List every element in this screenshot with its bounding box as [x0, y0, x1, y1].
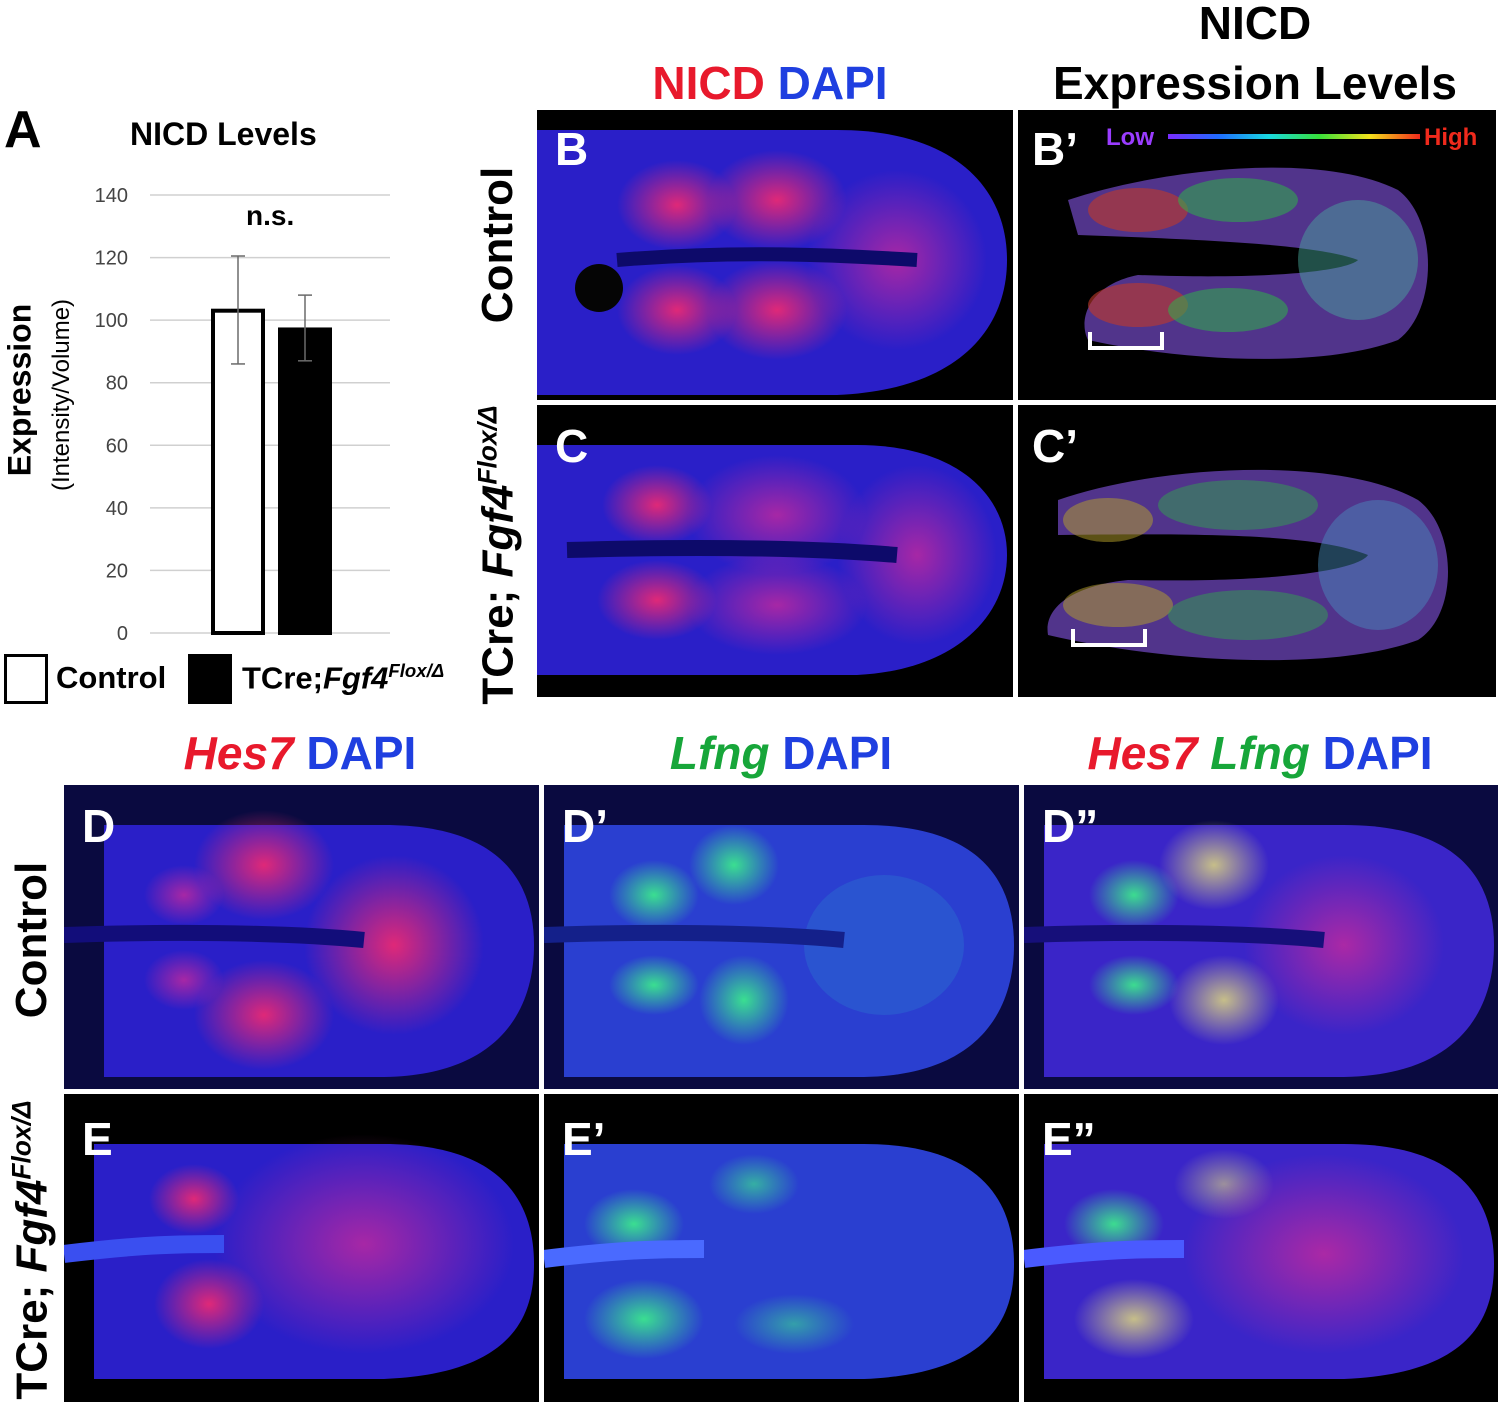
- colorbar-gradient: [1168, 134, 1420, 139]
- panel-c-prime-letter: C’: [1032, 420, 1078, 472]
- panel-d-prime-letter: D’: [562, 800, 608, 852]
- micrograph-b-prime: B’ Low High: [1018, 110, 1496, 400]
- y-tick-label: 60: [106, 435, 128, 457]
- header-hes7-dapi: Hes7 DAPI: [183, 727, 417, 779]
- y-axis-label-main: Expression: [1, 303, 38, 477]
- legend-control-label: Control: [56, 660, 167, 695]
- row-label-control-top: Control: [473, 166, 522, 324]
- micrograph-b: B: [537, 110, 1013, 400]
- legend-mutant-swatch: [188, 654, 232, 704]
- y-tick-label: 20: [106, 560, 128, 582]
- panel-e-letter: E: [82, 1113, 113, 1165]
- panel-b-letter: B: [555, 123, 589, 175]
- micrograph-d: D: [64, 785, 539, 1089]
- panel-c-letter: C: [555, 420, 589, 472]
- panel-e-prime-letter: E’: [562, 1113, 606, 1165]
- panel-d-double-prime-letter: D”: [1042, 800, 1099, 852]
- colorbar-high-label: High: [1424, 124, 1478, 151]
- chart-title: NICD Levels: [130, 116, 317, 152]
- micrograph-c-prime: C’: [1018, 405, 1496, 697]
- colorbar-low-label: Low: [1106, 124, 1154, 151]
- header-merge: Hes7 Lfng DAPI: [1087, 727, 1433, 779]
- bar-chart: 0 20 40 60 80 100 120 140: [95, 185, 390, 645]
- bar-mutant: [278, 327, 332, 635]
- y-tick-label: 40: [106, 498, 128, 520]
- micrograph-d-double-prime: D”: [1024, 785, 1498, 1089]
- y-tick-label: 0: [117, 623, 128, 645]
- legend-control-swatch: [4, 654, 48, 704]
- header-nicd-dapi: NICD DAPI: [652, 57, 888, 109]
- panel-b-prime-letter: B’: [1032, 123, 1078, 175]
- micrograph-c: C: [537, 405, 1013, 697]
- micrograph-e: E: [64, 1094, 539, 1402]
- micrograph-e-double-prime: E”: [1024, 1094, 1498, 1402]
- y-tick-label: 140: [95, 185, 128, 207]
- y-tick-label: 100: [95, 310, 128, 332]
- row-label-mutant-bottom: TCre; Fgf4Flox/Δ: [6, 1100, 57, 1400]
- panel-d-letter: D: [82, 800, 116, 852]
- row-label-control-bottom: Control: [7, 861, 56, 1019]
- y-axis-label-sub: (Intensity/Volume): [48, 298, 75, 492]
- panel-e-double-prime-letter: E”: [1042, 1113, 1096, 1165]
- legend-mutant-label: TCre;Fgf4Flox/Δ: [242, 660, 445, 696]
- header-nicd-levels-line2: Expression Levels: [1053, 57, 1457, 109]
- header-lfng-dapi: Lfng DAPI: [669, 727, 893, 779]
- y-tick-label: 80: [106, 373, 128, 395]
- significance-label: n.s.: [246, 200, 295, 231]
- row-label-mutant-top: TCre; Fgf4Flox/Δ: [472, 405, 523, 705]
- header-nicd-levels-line1: NICD: [1198, 0, 1312, 49]
- micrograph-d-prime: D’: [544, 785, 1019, 1089]
- micrograph-e-prime: E’: [544, 1094, 1019, 1402]
- panel-a-letter: A: [4, 101, 42, 159]
- y-tick-label: 120: [95, 248, 128, 270]
